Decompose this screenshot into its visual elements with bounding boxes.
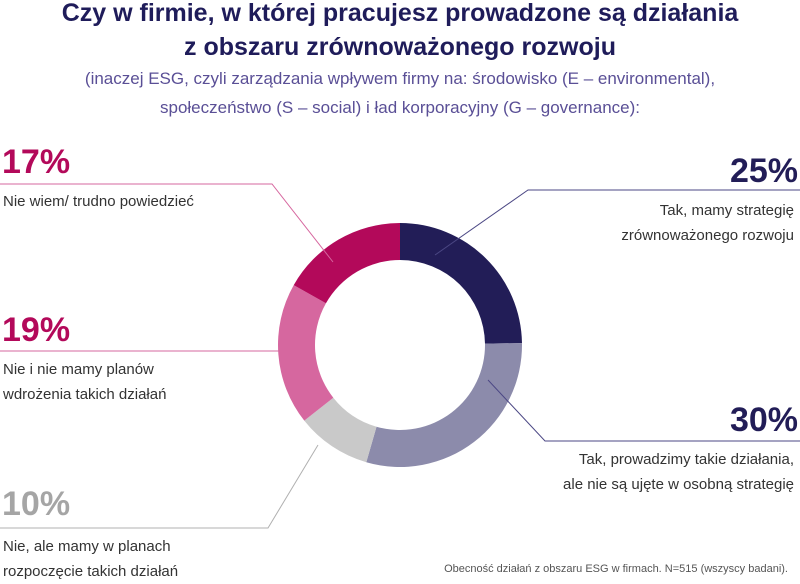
source-note: Obecność działań z obszaru ESG w firmach… (444, 563, 788, 575)
donut-slices (278, 223, 522, 467)
label-19-line2: wdrożenia takich działań (3, 386, 167, 403)
pct-19: 19% (2, 311, 71, 349)
slice-17 (293, 223, 400, 304)
chart-title-line1: Czy w firmie, w której pracujesz prowadz… (61, 0, 739, 27)
pct-25: 25% (729, 152, 798, 190)
chart-title-line2: z obszaru zrównoważonego rozwoju (184, 33, 616, 61)
chart-subtitle-line2: społeczeństwo (S – social) i ład korpora… (160, 98, 640, 117)
slice-25 (400, 223, 522, 344)
label-30-line1: Tak, prowadzimy takie działania, (578, 451, 794, 468)
leader-lines (0, 183, 800, 529)
leader-line-10 (0, 444, 319, 529)
label-10-line1: Nie, ale mamy w planach (3, 538, 171, 555)
slice-30 (366, 343, 522, 467)
label-25-line1: Tak, mamy strategię (659, 202, 794, 219)
label-10-line2: rozpoczęcie takich działań (3, 563, 179, 580)
chart-subtitle-line1: (inaczej ESG, czyli zarządzania wpływem … (84, 69, 716, 88)
label-19-line1: Nie i nie mamy planów (3, 361, 154, 378)
slice-19 (278, 285, 334, 421)
leader-line-25 (434, 189, 800, 256)
leader-line-30 (487, 379, 800, 442)
pct-30: 30% (729, 401, 798, 439)
pct-10: 10% (2, 485, 71, 523)
label-17-line1: Nie wiem/ trudno powiedzieć (3, 193, 194, 210)
leader-line-17 (0, 183, 334, 263)
label-30-line2: ale nie są ujęte w osobną strategię (563, 476, 794, 493)
pct-17: 17% (2, 143, 71, 181)
label-25-line2: zrównoważonego rozwoju (621, 227, 794, 244)
slice-10 (304, 397, 377, 463)
